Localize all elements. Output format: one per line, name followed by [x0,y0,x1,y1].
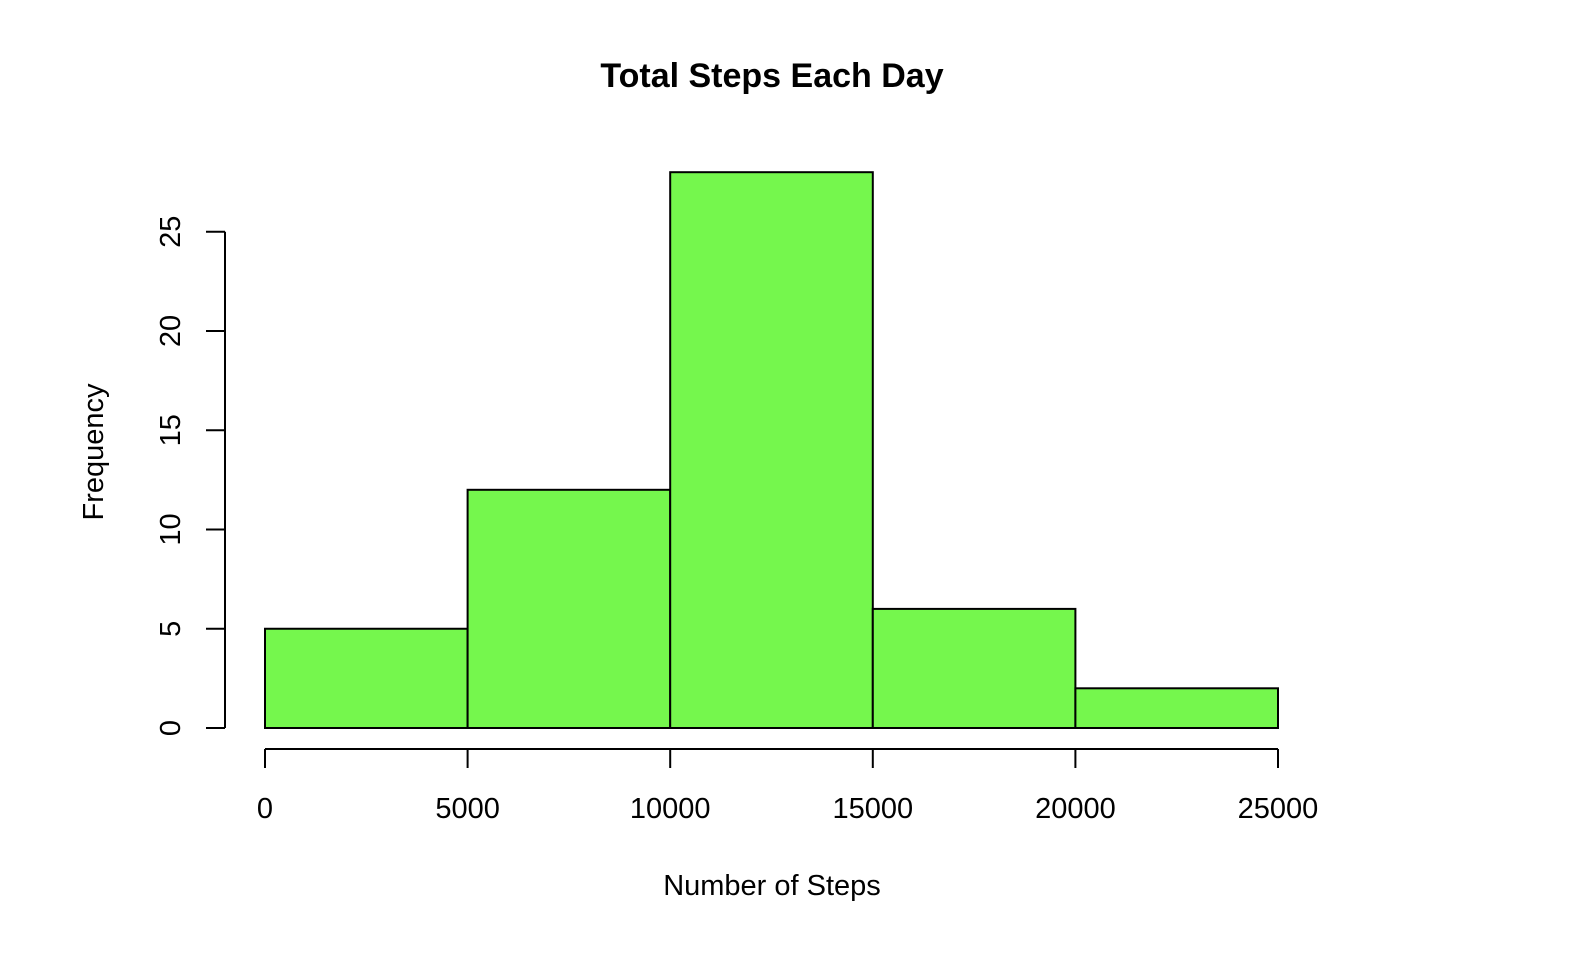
y-tick-label: 20 [155,315,187,347]
x-tick-label: 0 [257,793,273,825]
histogram-bar-2 [669,171,874,729]
x-axis: 0 5000 10000 15000 20000 25000 [257,748,1319,825]
x-tick-label: 10000 [630,793,711,825]
y-axis: 0 5 10 15 20 25 [155,216,226,736]
y-tick-label: 10 [155,513,187,545]
histogram-bar-4 [1074,687,1280,729]
histogram-bar-1 [466,488,672,729]
x-tick-label: 20000 [1035,793,1116,825]
x-tick-label: 15000 [832,793,913,825]
histogram-bar-3 [871,607,1077,730]
histogram-bar-0 [264,627,469,729]
y-tick-label: 25 [155,216,187,248]
bars-group [264,171,1280,730]
y-tick-label: 5 [155,621,187,637]
x-axis-label: Number of Steps [663,870,881,902]
y-axis-label: Frequency [78,383,110,521]
y-tick-label: 0 [155,720,187,736]
x-tick-label: 5000 [435,793,500,825]
x-tick-label: 25000 [1238,793,1319,825]
chart-title: Total Steps Each Day [600,57,943,95]
y-tick-label: 15 [155,414,187,446]
